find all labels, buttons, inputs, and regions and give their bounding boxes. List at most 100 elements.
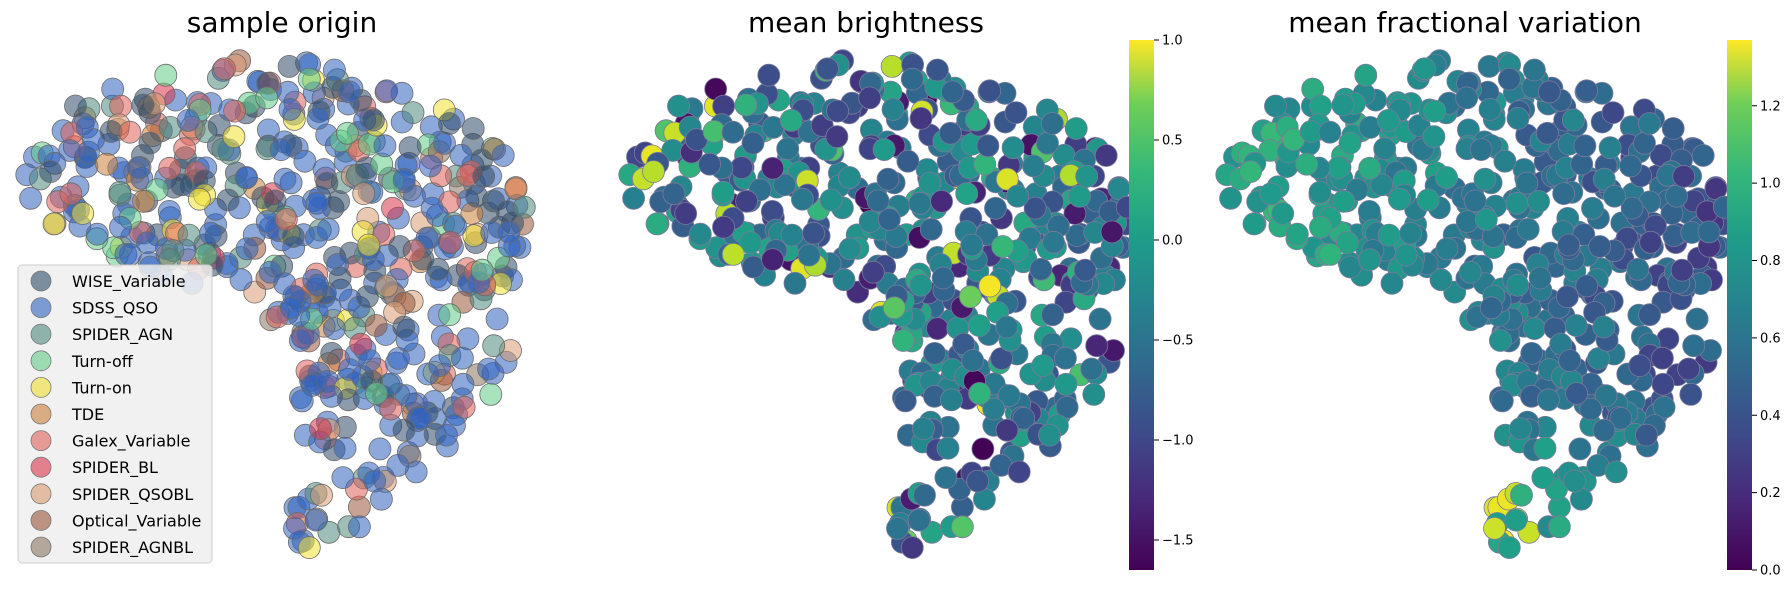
data-point — [1628, 354, 1652, 378]
data-point — [1357, 199, 1381, 223]
data-point — [1581, 196, 1604, 220]
data-point — [698, 152, 721, 176]
data-point — [1556, 285, 1579, 309]
data-point — [1523, 58, 1546, 82]
data-point — [331, 466, 355, 490]
data-point — [439, 230, 463, 254]
data-point — [1080, 357, 1103, 381]
data-point — [886, 517, 909, 540]
data-point — [1429, 268, 1453, 292]
data-point — [1490, 389, 1514, 413]
data-point — [322, 317, 346, 341]
legend-marker — [30, 483, 52, 505]
data-point — [951, 515, 974, 539]
data-point — [735, 189, 758, 213]
data-point — [1336, 231, 1359, 255]
data-point — [1413, 57, 1436, 81]
data-point — [1455, 210, 1479, 233]
colorbar-tick-label: 1.2 — [1760, 99, 1781, 114]
data-point — [1422, 125, 1446, 149]
data-point — [404, 460, 428, 484]
data-point — [1504, 508, 1528, 532]
data-point — [213, 57, 236, 81]
data-point — [1380, 271, 1404, 295]
data-point — [409, 406, 433, 430]
data-point — [1515, 171, 1539, 195]
data-point — [997, 384, 1021, 408]
data-point — [222, 125, 246, 149]
data-point — [1219, 186, 1242, 210]
data-point — [135, 231, 159, 255]
data-point — [1579, 397, 1603, 421]
data-point — [297, 67, 321, 91]
data-point — [674, 202, 698, 225]
data-point — [1100, 220, 1124, 244]
data-point — [229, 268, 253, 292]
legend-label: SDSS_QSO — [72, 299, 158, 319]
data-point — [1327, 156, 1350, 180]
data-point — [255, 86, 279, 110]
legend-label: WISE_Variable — [72, 272, 186, 292]
data-point — [1373, 137, 1397, 161]
data-point — [1318, 242, 1342, 266]
data-point — [293, 149, 317, 173]
data-point — [328, 266, 352, 290]
data-point — [1497, 536, 1521, 559]
data-point — [926, 317, 949, 341]
legend-label: SPIDER_BL — [72, 458, 158, 478]
data-point — [482, 334, 506, 358]
data-point — [1088, 307, 1112, 331]
data-point — [1679, 382, 1703, 406]
data-point — [1022, 154, 1045, 178]
data-point — [739, 231, 762, 255]
data-point — [982, 397, 1006, 421]
data-point — [908, 191, 932, 215]
data-point — [305, 191, 329, 215]
data-point — [893, 389, 917, 413]
data-point — [1677, 357, 1700, 381]
data-point — [930, 189, 953, 213]
data-point — [1509, 417, 1532, 441]
data-point — [1594, 384, 1618, 408]
data-point — [283, 517, 306, 540]
data-point — [435, 423, 458, 447]
data-point — [1085, 334, 1109, 358]
colorbar-tick-label: 0.5 — [1162, 134, 1183, 149]
legend: WISE_Variable SDSS_QSO SPIDER_AGN Turn-off T… — [17, 264, 213, 564]
data-point — [1469, 138, 1493, 162]
data-point — [1068, 184, 1091, 208]
data-point — [1054, 372, 1078, 396]
legend-items: WISE_Variable SDSS_QSO SPIDER_AGN Turn-off T… — [30, 270, 201, 558]
data-point — [1388, 187, 1411, 211]
data-point — [1619, 154, 1642, 178]
data-point — [1691, 144, 1715, 167]
data-point — [118, 120, 142, 144]
data-point — [361, 108, 385, 132]
data-point — [955, 182, 979, 206]
legend-marker — [30, 323, 52, 345]
data-point — [1354, 63, 1378, 87]
data-point — [783, 271, 807, 295]
data-point — [375, 274, 399, 298]
data-point — [108, 180, 132, 204]
data-point — [1523, 317, 1546, 341]
data-point — [1516, 217, 1540, 241]
data-point — [154, 63, 178, 87]
legend-marker — [30, 297, 52, 319]
data-point — [1533, 436, 1557, 460]
data-point — [832, 268, 856, 292]
data-point — [730, 156, 753, 180]
data-point — [1552, 182, 1576, 206]
data-point — [419, 154, 442, 178]
data-point — [1536, 121, 1559, 145]
data-point — [1012, 406, 1036, 430]
data-point — [1563, 469, 1587, 493]
data-point — [194, 243, 218, 267]
data-point — [450, 346, 474, 370]
data-point — [379, 397, 403, 421]
data-point — [1697, 220, 1721, 244]
data-point — [1633, 131, 1656, 155]
data-point — [858, 86, 882, 110]
data-point — [1477, 55, 1501, 78]
data-point — [512, 195, 536, 219]
